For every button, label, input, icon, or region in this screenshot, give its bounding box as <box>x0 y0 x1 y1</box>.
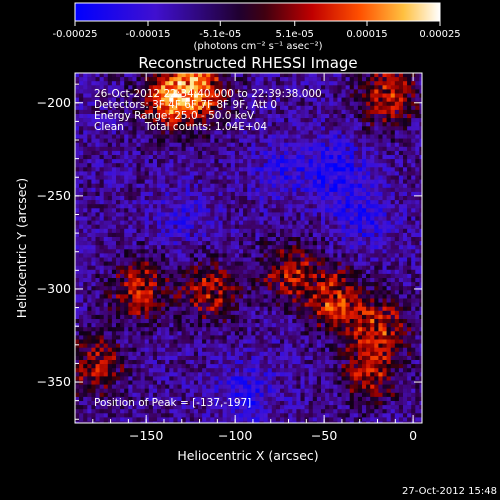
footer-timestamp: 27-Oct-2012 15:48 <box>402 486 497 497</box>
plot-frame <box>74 72 423 424</box>
y-tick-label: −350 <box>37 374 71 389</box>
chart-title: Reconstructed RHESSI Image <box>138 54 357 72</box>
colorbar-tick-label: 5.1e-05 <box>276 29 314 40</box>
info-detectors: Detectors: 3F 4F 6F 7F 8F 9F, Att 0 <box>94 99 277 111</box>
colorbar-tick-label: 0.00015 <box>346 29 387 40</box>
colorbar-ticks: -0.00025 -0.00015 -5.1e-05 5.1e-05 0.00015 0.… <box>53 21 461 40</box>
y-axis-label: Heliocentric Y (arcsec) <box>14 178 29 318</box>
colorbar-tick-label: -5.1e-05 <box>199 29 241 40</box>
colorbar-tick-label: -0.00025 <box>53 29 98 40</box>
x-tick-label: −150 <box>129 428 163 443</box>
y-tick-label: −300 <box>37 281 71 296</box>
colorbar-tick-label: -0.00015 <box>126 29 171 40</box>
y-tick-label: −200 <box>37 95 71 110</box>
peak-position-label: Position of Peak = [-137,-197] <box>94 397 251 409</box>
x-tick-label: −50 <box>311 428 337 443</box>
colorbar <box>74 2 441 22</box>
heatmap-image <box>75 73 422 423</box>
x-axis-label: Heliocentric X (arcsec) <box>177 448 318 463</box>
info-total-counts: Total counts: 1.04E+04 <box>144 121 267 133</box>
axis-ticks: −150 −100 −50 0 −350 −300 −250 −200 <box>37 73 422 443</box>
info-clean: Clean <box>94 121 124 133</box>
info-time-range: 26-Oct-2012 22:34:40.000 to 22:39:38.000 <box>94 88 322 100</box>
info-energy-range: Energy Range: 25.0 - 50.0 keV <box>94 110 255 122</box>
y-tick-label: −250 <box>37 188 71 203</box>
colorbar-units-label: (photons cm⁻² s⁻¹ asec⁻²) <box>193 41 322 52</box>
colorbar-tick-label: 0.00025 <box>419 29 460 40</box>
x-tick-label: 0 <box>409 428 417 443</box>
x-tick-label: −100 <box>218 428 252 443</box>
